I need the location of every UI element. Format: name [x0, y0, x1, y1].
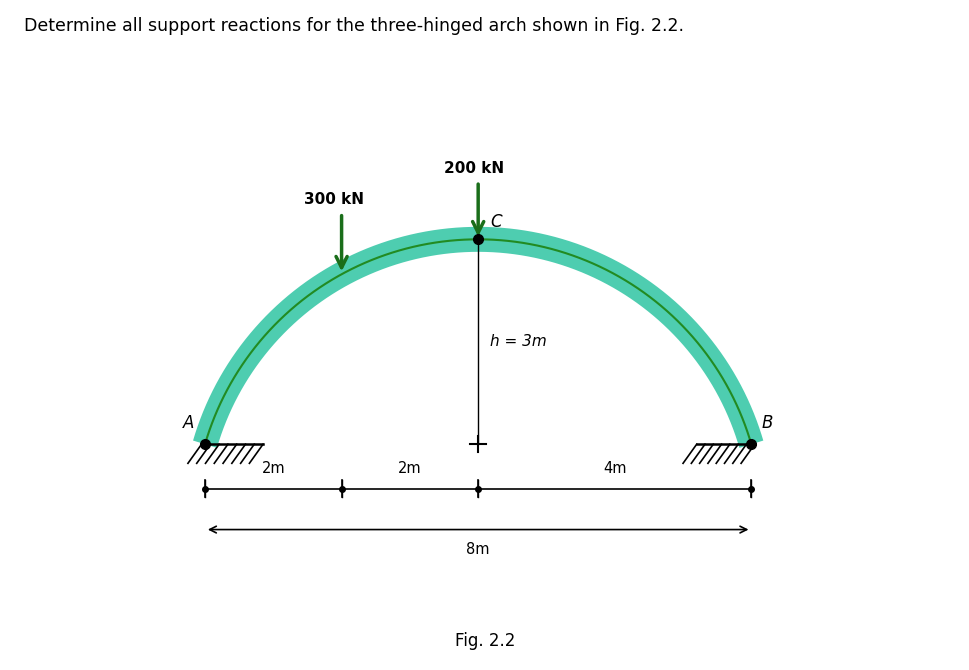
Text: Fig. 2.2: Fig. 2.2: [454, 632, 515, 650]
Text: 200 kN: 200 kN: [444, 161, 504, 176]
Text: 300 kN: 300 kN: [303, 192, 363, 207]
Text: Determine all support reactions for the three-hinged arch shown in Fig. 2.2.: Determine all support reactions for the …: [24, 17, 683, 35]
Text: B: B: [761, 414, 772, 432]
Text: h = 3m: h = 3m: [490, 334, 547, 349]
Text: 2m: 2m: [397, 462, 422, 476]
Text: A: A: [183, 414, 195, 432]
Text: 2m: 2m: [262, 462, 285, 476]
Text: 4m: 4m: [603, 462, 626, 476]
Text: C: C: [490, 213, 502, 231]
Text: 8m: 8m: [466, 542, 489, 557]
